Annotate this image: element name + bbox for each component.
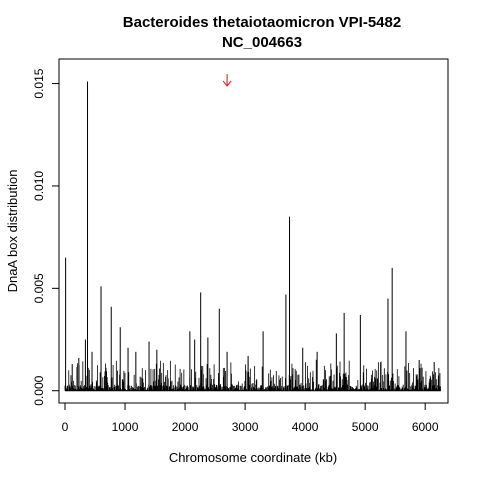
y-tick-label: 0.000	[32, 375, 46, 405]
y-axis-label: DnaA box distribution	[5, 170, 20, 293]
x-tick-label: 0	[62, 420, 69, 434]
x-tick-label: 2000	[172, 420, 199, 434]
x-axis-label: Chromosome coordinate (kb)	[169, 450, 337, 465]
chart-subtitle: NC_004663	[222, 34, 302, 51]
spikes-layer	[64, 81, 441, 392]
y-tick-label: 0.015	[32, 68, 46, 98]
y-axis: 0.000 0.005 0.010 0.015	[32, 68, 60, 406]
chart-title: Bacteroides thetaiotaomicron VPI-5482	[123, 14, 401, 31]
x-tick-label: 1000	[112, 420, 139, 434]
x-tick-label: 6000	[412, 420, 439, 434]
x-tick-label: 5000	[352, 420, 379, 434]
x-axis: 0 1000 2000 3000 4000 5000 6000	[62, 402, 439, 434]
y-tick-label: 0.005	[32, 273, 46, 303]
x-tick-label: 4000	[292, 420, 319, 434]
origin-arrow-head	[222, 80, 232, 87]
origin-marker-layer	[222, 74, 232, 87]
y-tick-label: 0.010	[32, 171, 46, 201]
x-tick-label: 3000	[232, 420, 259, 434]
